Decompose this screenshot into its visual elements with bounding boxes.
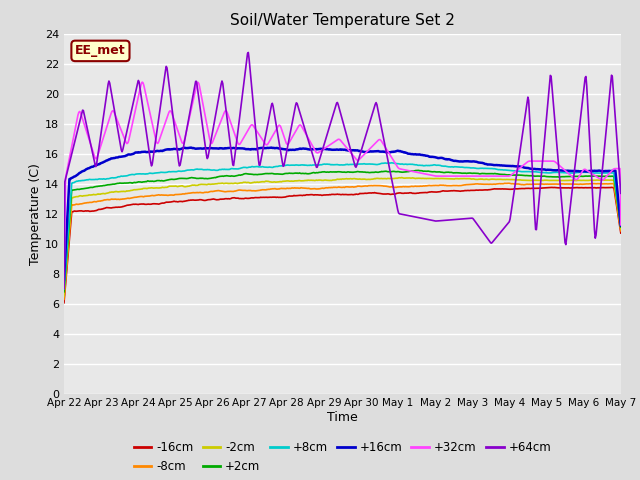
Title: Soil/Water Temperature Set 2: Soil/Water Temperature Set 2 [230, 13, 455, 28]
+8cm [388, 160, 396, 166]
Line: -8cm: -8cm [64, 183, 621, 300]
+32cm [411, 169, 419, 175]
+2cm [214, 174, 221, 180]
+32cm [138, 79, 146, 85]
+8cm [184, 167, 192, 173]
+2cm [70, 187, 78, 193]
+16cm [428, 154, 435, 160]
+16cm [127, 152, 135, 157]
+32cm [70, 132, 78, 138]
+64cm [428, 217, 435, 223]
+8cm [411, 162, 419, 168]
+64cm [127, 108, 135, 114]
-16cm [410, 191, 418, 196]
-2cm [184, 183, 192, 189]
+16cm [70, 174, 78, 180]
+64cm [617, 191, 625, 196]
-2cm [60, 294, 68, 300]
+2cm [410, 168, 418, 174]
Y-axis label: Temperature (C): Temperature (C) [29, 163, 42, 264]
X-axis label: Time: Time [327, 411, 358, 424]
Line: +8cm: +8cm [64, 163, 621, 289]
+8cm [127, 172, 135, 178]
+64cm [214, 102, 221, 108]
+16cm [60, 276, 68, 282]
+2cm [415, 168, 422, 173]
-16cm [127, 202, 135, 207]
+32cm [60, 285, 68, 290]
-16cm [426, 189, 434, 195]
+16cm [411, 151, 419, 157]
-2cm [411, 175, 419, 181]
-16cm [607, 184, 615, 190]
+8cm [214, 168, 221, 173]
Legend: -16cm, -8cm, -2cm, +2cm, +8cm, +16cm, +32cm, +64cm: -16cm, -8cm, -2cm, +2cm, +8cm, +16cm, +3… [129, 436, 556, 478]
+32cm [617, 222, 625, 228]
-16cm [617, 230, 625, 236]
+8cm [428, 162, 435, 168]
-2cm [70, 194, 78, 200]
Line: +32cm: +32cm [64, 82, 621, 288]
-2cm [617, 226, 625, 232]
-8cm [184, 191, 192, 196]
-8cm [70, 202, 78, 208]
+64cm [244, 49, 252, 55]
-8cm [60, 297, 68, 302]
+2cm [60, 289, 68, 295]
+32cm [127, 126, 135, 132]
+16cm [617, 223, 625, 228]
-16cm [184, 198, 192, 204]
Line: -16cm: -16cm [64, 187, 621, 303]
Line: +16cm: +16cm [64, 147, 621, 279]
-2cm [127, 188, 135, 193]
+32cm [214, 125, 222, 131]
-2cm [428, 176, 435, 181]
-2cm [214, 181, 221, 187]
+16cm [184, 145, 192, 151]
+8cm [617, 222, 625, 228]
-16cm [70, 208, 78, 214]
-8cm [426, 183, 434, 189]
-8cm [505, 180, 513, 186]
+8cm [70, 180, 78, 185]
+32cm [428, 172, 435, 178]
-8cm [410, 183, 418, 189]
-8cm [214, 188, 221, 193]
+2cm [617, 224, 625, 230]
+64cm [184, 120, 192, 126]
+16cm [187, 144, 195, 150]
+2cm [428, 169, 435, 175]
+64cm [60, 286, 68, 291]
+32cm [185, 118, 193, 124]
Line: +2cm: +2cm [64, 170, 621, 292]
Text: EE_met: EE_met [75, 44, 126, 58]
Line: -2cm: -2cm [64, 178, 621, 297]
+16cm [214, 145, 222, 151]
-8cm [617, 228, 625, 234]
-16cm [214, 197, 221, 203]
-16cm [60, 300, 68, 306]
Line: +64cm: +64cm [64, 52, 621, 288]
-8cm [127, 195, 135, 201]
+8cm [60, 286, 68, 292]
+2cm [127, 180, 135, 186]
+2cm [184, 176, 192, 181]
-2cm [398, 175, 406, 180]
+64cm [411, 214, 419, 220]
+64cm [70, 142, 78, 147]
